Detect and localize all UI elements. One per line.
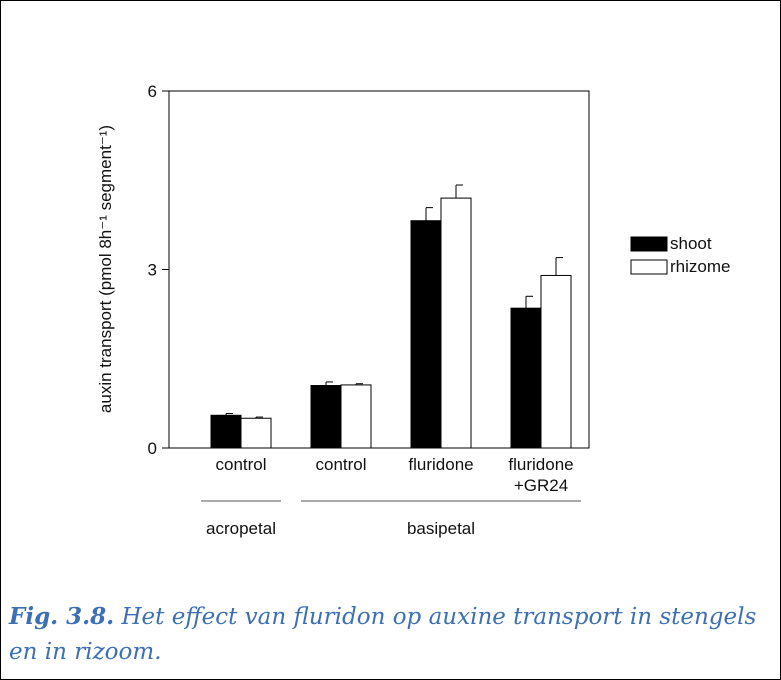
x-tick-label: control <box>315 455 367 474</box>
caption-label: Fig. 3.8. <box>9 603 115 630</box>
group-label: acropetal <box>206 519 276 538</box>
legend-label: shoot <box>670 234 712 253</box>
x-tick-label: fluridone <box>408 455 474 474</box>
bar <box>540 274 572 449</box>
bar <box>240 417 272 449</box>
bar <box>410 220 442 449</box>
legend-swatch <box>630 259 668 275</box>
bar <box>340 384 372 449</box>
legend-label: rhizome <box>670 257 730 276</box>
bar <box>210 414 242 449</box>
chart: auxin transport (pmol 8h⁻¹ segment⁻¹) 0 3… <box>96 82 730 538</box>
caption-text: Het effect van fluridon op auxine transp… <box>9 604 757 665</box>
x-tick-label: fluridone +GR24 <box>508 455 574 495</box>
bar <box>310 385 342 449</box>
caption: Fig. 3.8. Het effect van fluridon op aux… <box>9 599 779 670</box>
y-tick-label: 0 <box>148 439 157 458</box>
y-tick-label: 3 <box>148 261 157 280</box>
bar <box>510 307 542 449</box>
y-tick-label: 6 <box>148 82 157 101</box>
y-axis-label: auxin transport (pmol 8h⁻¹ segment⁻¹) <box>96 125 115 413</box>
group-label: basipetal <box>407 519 475 538</box>
x-tick-label: control <box>215 455 267 474</box>
legend-swatch <box>630 236 668 252</box>
bar <box>440 197 472 449</box>
